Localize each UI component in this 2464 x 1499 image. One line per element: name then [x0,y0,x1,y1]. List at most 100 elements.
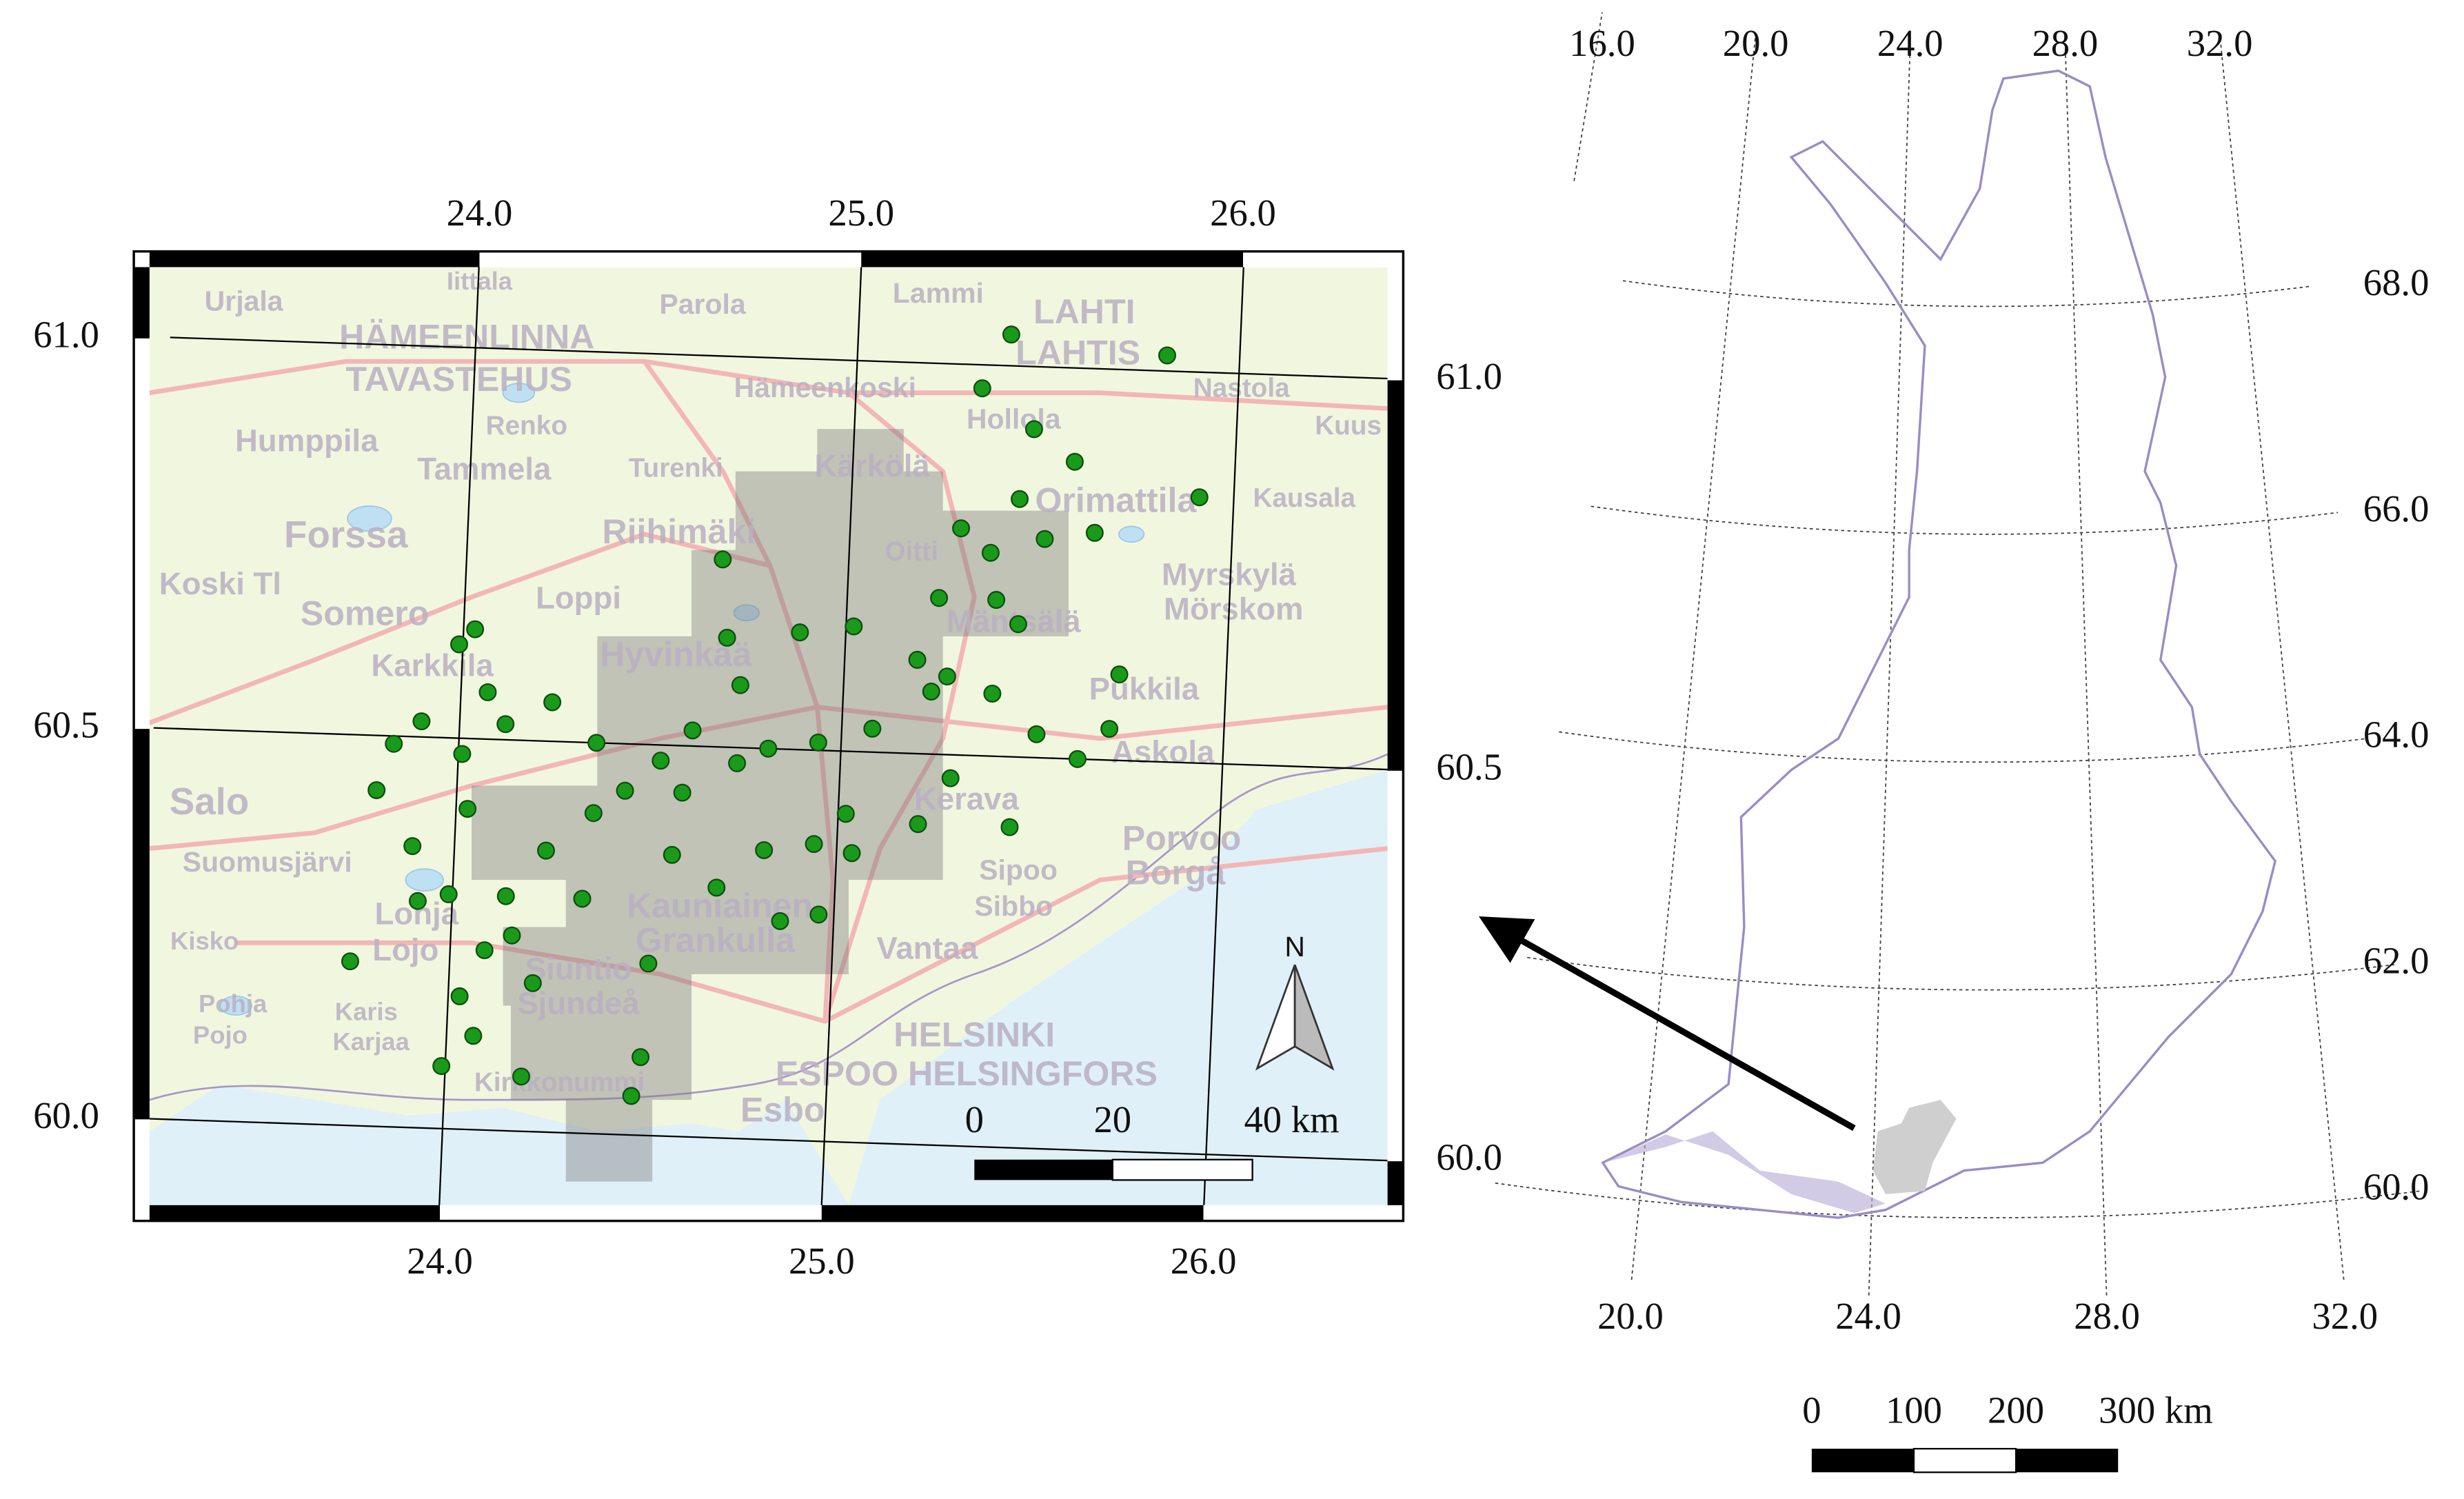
site [503,926,521,945]
place-name: Riihimäki [602,512,756,551]
scale-label: 200 [1988,1389,2044,1431]
lon-tick-label: 24.0 [447,192,513,234]
frame-bar [440,1205,822,1221]
site [1085,523,1104,542]
place-name: Porvoo [1122,818,1242,857]
site [573,889,592,908]
place-name: Kisko [170,927,239,955]
site [1000,818,1019,836]
place-name: Siuntio [525,951,632,986]
lon-tick-label: 28.0 [2032,22,2099,64]
site [1158,346,1176,365]
place-name: Borgå [1126,854,1226,892]
place-name: Salo [170,780,250,823]
scale-label: 20 [1093,1098,1131,1140]
place-name: Turenki [629,454,723,483]
lon-tick-label: 24.0 [407,1240,473,1282]
place-name: Urjala [205,285,284,317]
lon-tick-label: 25.0 [789,1240,855,1282]
place-name: Forssa [284,513,408,556]
site [385,734,403,753]
place-name: Lammi [893,277,984,309]
place-name: Askola [1111,734,1215,769]
grid-line [2219,32,2345,1280]
frame-bar [479,251,862,268]
place-name: Kärkölä [815,448,931,483]
place-name: ESPOO HELSINGFORS [776,1054,1158,1093]
place-name: Humppila [235,423,378,459]
lon-tick-label: 25.0 [828,192,894,234]
site [639,954,658,973]
place-name: Suomusjärvi [183,846,352,878]
site [842,844,861,863]
site [973,379,991,398]
site [616,781,634,800]
grid-line [149,1118,1388,1162]
frame-bar [134,1119,150,1205]
site [537,841,556,860]
grid-line [170,336,1388,380]
site [464,1027,483,1045]
site [673,783,691,802]
site [450,635,469,654]
site [450,987,469,1005]
site [466,620,485,638]
grid-line [1591,505,2339,535]
frame-bar [1387,770,1404,1162]
site [439,885,458,903]
site [1024,420,1043,439]
site [622,1087,640,1105]
lat-tick-label: 60.0 [33,1094,99,1136]
place-name: Hämeenkoski [734,372,916,403]
place-name: LAHTIS [1016,333,1140,372]
place-name: Kirkkonummi [474,1068,645,1098]
site [805,835,823,854]
place-name: Mörskom [1164,591,1304,626]
site [952,519,971,538]
lat-tick-label: 60.5 [1436,745,1502,787]
scale-label: 100 [1886,1389,1942,1431]
place-name: Kerava [914,781,1020,816]
frame-bar [1387,267,1404,381]
place-name: Koski Tl [159,566,281,601]
site [922,682,940,701]
site [1002,325,1020,344]
frame-bar [134,338,150,730]
lon-tick-label: 28.0 [2074,1295,2140,1337]
lat-tick-label: 68.0 [2363,261,2430,303]
archipelago [1602,1131,1886,1214]
site [707,878,726,897]
site [728,754,747,772]
place-name: Myrskylä [1162,556,1297,592]
site [478,683,497,701]
site [1100,720,1119,738]
place-name: Oitti [885,536,938,566]
site [584,804,603,823]
coastline [149,753,1388,1101]
site [512,1067,530,1086]
lat-tick-label: 61.0 [33,313,99,355]
north-arrow [1255,964,1335,1071]
site [987,591,1006,610]
frame-bar [1242,251,1388,268]
lat-tick-label: 64.0 [2363,714,2430,756]
grid-line [1622,280,2310,308]
place-name: Sjundeå [517,985,640,1020]
grid-line [1526,956,2395,991]
lon-tick-label: 32.0 [2312,1295,2378,1337]
site [475,941,494,960]
place-name: Somero [301,594,430,633]
sea [149,1084,849,1205]
arrow [1478,916,1856,1131]
site [938,667,956,686]
place-name: Vantaa [876,931,978,966]
place-name: Parola [659,288,747,320]
study-area-inset [1872,1100,1957,1194]
grid-line [1868,43,1911,1296]
site [759,739,778,758]
grid-line [1559,731,2367,763]
lat-tick-label: 66.0 [2363,487,2430,530]
place-name: Hollola [967,403,1062,435]
